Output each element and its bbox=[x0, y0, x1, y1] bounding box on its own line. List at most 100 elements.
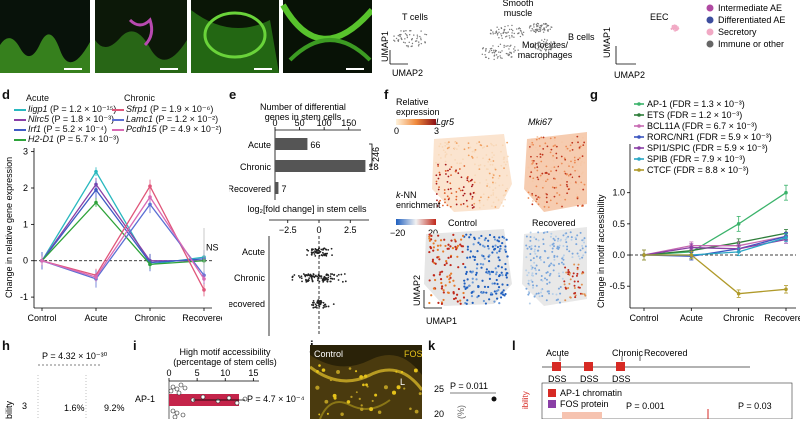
e-bar bbox=[275, 160, 366, 172]
panel-label-k: k bbox=[428, 338, 436, 353]
e-fc-point bbox=[325, 273, 328, 276]
f-mki67-point bbox=[564, 198, 567, 201]
umap-point bbox=[545, 44, 547, 47]
l-timeline-chronic: Chronic bbox=[612, 348, 644, 358]
f-control-point bbox=[472, 243, 475, 246]
f-control-point bbox=[499, 296, 503, 299]
f-recovered-point bbox=[579, 231, 582, 234]
f-lgr5-point bbox=[471, 204, 474, 207]
g-legend-label: BCL11A (FDR = 6.7 × 10⁻³) bbox=[647, 121, 757, 131]
f-mki67-point bbox=[567, 188, 570, 191]
f-control-point bbox=[497, 240, 501, 243]
l-dss-block-3 bbox=[616, 362, 625, 371]
f-lgr5-point bbox=[494, 182, 497, 184]
e-fc-point bbox=[323, 275, 326, 278]
e-fc-point bbox=[337, 279, 340, 281]
f-recovered-point bbox=[555, 299, 558, 302]
f-mki67-point bbox=[571, 137, 574, 140]
umap-point bbox=[418, 41, 420, 43]
j-fos-spot bbox=[360, 407, 364, 412]
f-control-point bbox=[470, 291, 473, 294]
umap-label-monocytes: Monocytes/macrophages bbox=[518, 40, 573, 60]
f-mki67-point bbox=[553, 139, 556, 142]
d-point bbox=[94, 169, 98, 174]
f-recovered-point bbox=[529, 236, 532, 239]
f-mki67-point bbox=[529, 163, 532, 166]
microscopy-strip bbox=[0, 0, 375, 74]
f-mki67-point bbox=[537, 178, 540, 181]
f-recovered-point bbox=[581, 272, 584, 275]
f-recovered-point bbox=[565, 271, 568, 274]
g-ytick: 0.0 bbox=[612, 250, 625, 260]
d-point bbox=[202, 277, 206, 281]
f-recovered-point bbox=[527, 279, 530, 282]
f-lgr5-point bbox=[438, 202, 440, 205]
f-control-point bbox=[463, 285, 466, 288]
f-cond-recovered: Recovered bbox=[532, 218, 576, 228]
f-mki67-point bbox=[541, 186, 544, 189]
f-control-point bbox=[487, 247, 490, 250]
d-ytick: 0 bbox=[23, 256, 28, 266]
f-mki67-point bbox=[555, 157, 558, 159]
umap-point bbox=[496, 26, 498, 28]
f-recovered-point bbox=[550, 232, 553, 235]
j-fos-spot bbox=[414, 409, 419, 414]
e-fc-point bbox=[318, 305, 321, 308]
umap-point bbox=[536, 24, 538, 27]
f-lgr5-point bbox=[504, 194, 506, 196]
umap-legend-label: Intermediate AE bbox=[718, 3, 782, 13]
panel-i: High motif accessibility (percentage of s… bbox=[133, 345, 308, 420]
f-lgr5-point bbox=[478, 168, 481, 171]
f-recovered-point bbox=[540, 291, 543, 294]
f-recovered-point bbox=[584, 251, 587, 254]
f-control-point bbox=[428, 237, 431, 240]
f-lgr5-point bbox=[487, 196, 490, 199]
e-fc-point bbox=[317, 276, 320, 279]
f-control-point bbox=[428, 279, 431, 282]
umap-point bbox=[542, 31, 545, 33]
f-recovered-point bbox=[559, 286, 562, 289]
umap-point bbox=[537, 43, 539, 46]
f-recovered-point bbox=[579, 249, 582, 252]
f-mki67-point bbox=[580, 160, 583, 163]
f-control-point bbox=[463, 279, 466, 282]
f-control-point bbox=[501, 241, 504, 245]
f-mki67-point bbox=[579, 153, 582, 156]
f-recovered-point bbox=[573, 292, 576, 295]
e-fc-point bbox=[312, 301, 315, 304]
i-xtick: 0 bbox=[166, 368, 171, 378]
f-lgr5-point bbox=[492, 201, 495, 204]
f-lgr5-point bbox=[483, 164, 486, 167]
g-point bbox=[784, 235, 788, 240]
f-lgr5-point bbox=[446, 195, 449, 198]
e-fc-point bbox=[332, 303, 335, 305]
umap-legend-label: Secretory bbox=[718, 27, 757, 37]
f-lgr5-point bbox=[443, 192, 446, 194]
umap-axis-x-2: UMAP2 bbox=[614, 70, 645, 80]
f-control-point bbox=[503, 248, 507, 251]
umap-point bbox=[543, 23, 545, 25]
f-mki67-point bbox=[551, 186, 554, 189]
f-mki67-point bbox=[566, 147, 569, 150]
f-mki67-point bbox=[531, 140, 533, 142]
d-legend-gene: Sfrp1 bbox=[126, 104, 148, 114]
umap-point bbox=[535, 47, 537, 50]
f-recovered-point bbox=[528, 302, 531, 305]
f-mki67-point bbox=[553, 186, 556, 189]
f-lgr5-point bbox=[449, 182, 452, 185]
f-lgr5-point bbox=[444, 151, 447, 153]
umap-point bbox=[504, 25, 506, 28]
f-lgr5-point bbox=[497, 199, 500, 202]
f-lgr5-point bbox=[489, 163, 492, 166]
e-fc-point bbox=[333, 273, 336, 276]
f-control-point bbox=[456, 300, 459, 303]
f-lgr5-point bbox=[463, 165, 466, 167]
f-control-point bbox=[440, 270, 444, 273]
f-recovered-point bbox=[583, 237, 586, 240]
f-control-point bbox=[429, 245, 432, 249]
j-fos-spot bbox=[366, 385, 369, 388]
f-control-point bbox=[461, 250, 464, 253]
umap-point bbox=[530, 30, 532, 32]
umap-point bbox=[533, 30, 535, 32]
umap-point bbox=[510, 28, 513, 31]
